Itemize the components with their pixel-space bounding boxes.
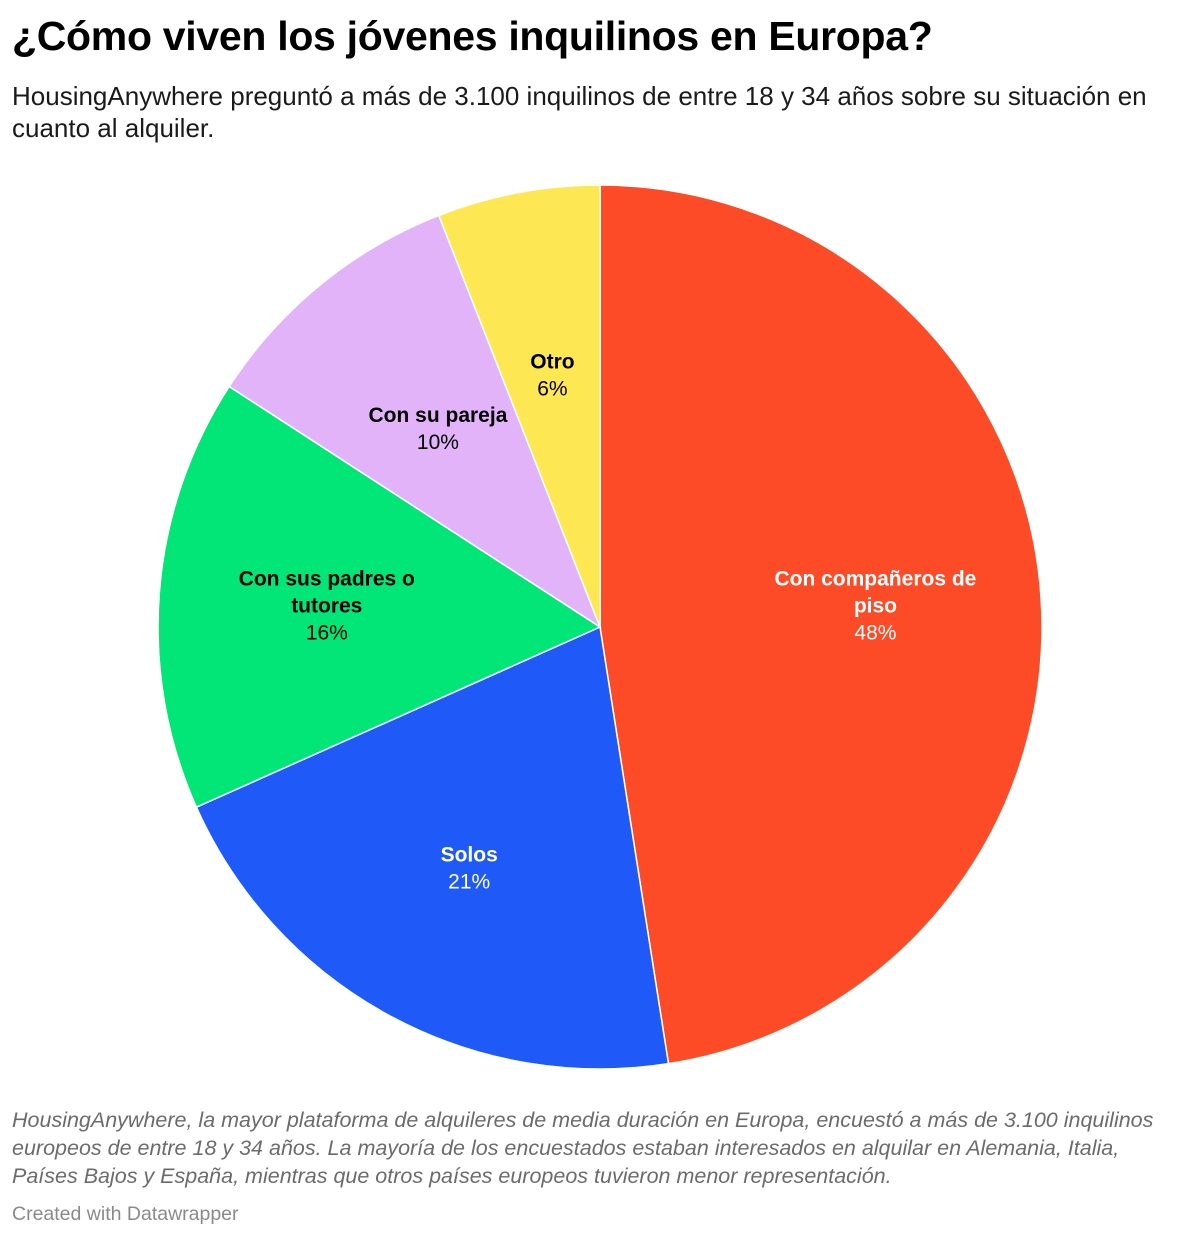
chart-subtitle: HousingAnywhere preguntó a más de 3.100 … xyxy=(12,81,1147,143)
credit-link[interactable]: Created with Datawrapper xyxy=(12,1203,239,1225)
chart-title: ¿Cómo viven los jóvenes inquilinos en Eu… xyxy=(12,13,933,59)
pie-slice-3 xyxy=(228,214,602,629)
slice-label-value: 6% xyxy=(537,378,567,401)
slice-label-0: Con compañeros de piso 48% xyxy=(774,568,976,645)
slice-label-3: Con su pareja 10% xyxy=(369,404,508,454)
pie-chart-svg: Con compañeros de piso 48% Solos 21% Con sus … xyxy=(157,184,1043,1070)
slice-label-4: Otro 6% xyxy=(530,351,574,401)
slice-label-value: 10% xyxy=(417,431,459,454)
pie-labels: Con compañeros de piso 48% Solos 21% Con sus … xyxy=(239,351,977,894)
slice-label-name: Otro xyxy=(530,351,574,374)
pie-chart: Con compañeros de piso 48% Solos 21% Con sus … xyxy=(0,170,1200,1090)
slice-label-value: 21% xyxy=(448,870,490,893)
slice-label-name: Solos xyxy=(441,843,498,866)
slice-label-name: Con su pareja xyxy=(369,404,508,427)
pie-slices xyxy=(157,184,1043,1070)
pie-slice-4 xyxy=(437,184,601,628)
slice-label-value: 16% xyxy=(306,622,348,645)
pie-slice-2 xyxy=(157,385,602,809)
slice-label-2: Con sus padres o tutores 16% xyxy=(239,568,415,645)
slice-label-1: Solos 21% xyxy=(441,843,498,893)
chart-notes: HousingAnywhere, la mayor plataforma de … xyxy=(12,1108,1154,1188)
pie-slice-1 xyxy=(195,625,670,1070)
slice-label-name: Con sus padres o xyxy=(239,568,415,591)
pie-slice-0 xyxy=(599,184,1043,1065)
slice-label-value: 48% xyxy=(854,622,896,645)
slice-label-name: piso xyxy=(854,595,897,618)
slice-label-name: Con compañeros de xyxy=(774,568,976,591)
slice-label-name: tutores xyxy=(291,595,362,618)
